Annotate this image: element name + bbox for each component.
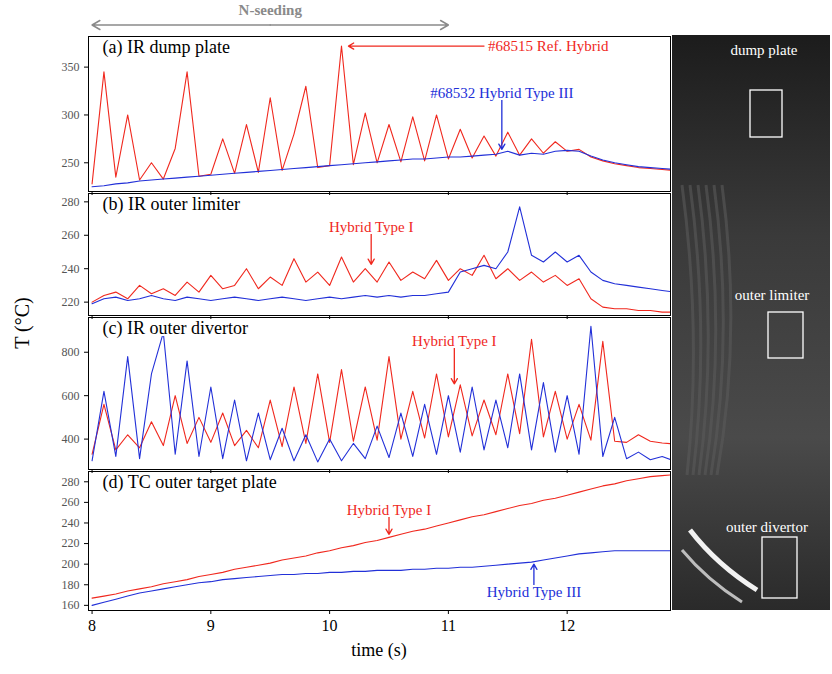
svg-text:180: 180 (62, 578, 80, 592)
svg-text:(c) IR outer divertor: (c) IR outer divertor (103, 318, 248, 339)
svg-text:220: 220 (62, 536, 80, 550)
svg-text:Hybrid Type I: Hybrid Type I (412, 333, 497, 349)
svg-text:260: 260 (62, 495, 80, 509)
svg-text:160: 160 (62, 598, 80, 612)
html-text:T (°C): T (°C) (10, 296, 33, 349)
svg-text:(b) IR outer limiter: (b) IR outer limiter (103, 194, 240, 215)
svg-text:260: 260 (62, 228, 80, 242)
svg-text:220: 220 (62, 295, 80, 309)
svg-text:N-seeding: N-seeding (239, 2, 303, 18)
svg-text:dump plate: dump plate (730, 42, 797, 58)
svg-text:250: 250 (62, 156, 80, 170)
svg-text:9: 9 (207, 617, 215, 634)
svg-text:Hybrid Type I: Hybrid Type I (329, 219, 414, 235)
svg-text:8: 8 (88, 617, 96, 634)
svg-text:(a) IR dump plate: (a) IR dump plate (103, 37, 230, 58)
svg-text:(d) TC outer target plate: (d) TC outer target plate (103, 472, 277, 493)
svg-text:#68532 Hybrid Type III: #68532 Hybrid Type III (430, 85, 573, 101)
svg-text:280: 280 (62, 475, 80, 489)
svg-text:10: 10 (322, 617, 338, 634)
svg-text:400: 400 (62, 432, 80, 446)
svg-text:350: 350 (62, 60, 80, 74)
svg-text:12: 12 (559, 617, 575, 634)
svg-text:outer divertor: outer divertor (726, 519, 808, 535)
svg-text:300: 300 (62, 108, 80, 122)
svg-text:240: 240 (62, 262, 80, 276)
svg-text:200: 200 (62, 557, 80, 571)
svg-text:Hybrid Type III: Hybrid Type III (487, 584, 581, 600)
svg-text:outer limiter: outer limiter (735, 287, 810, 303)
svg-text:#68515 Ref. Hybrid: #68515 Ref. Hybrid (488, 38, 609, 54)
svg-text:600: 600 (62, 389, 80, 403)
svg-text:11: 11 (441, 617, 456, 634)
svg-text:280: 280 (62, 195, 80, 209)
svg-text:Hybrid Type I: Hybrid Type I (347, 502, 432, 518)
svg-text:800: 800 (62, 345, 80, 359)
svg-text:240: 240 (62, 516, 80, 530)
html-text:time (s): time (s) (351, 640, 407, 660)
